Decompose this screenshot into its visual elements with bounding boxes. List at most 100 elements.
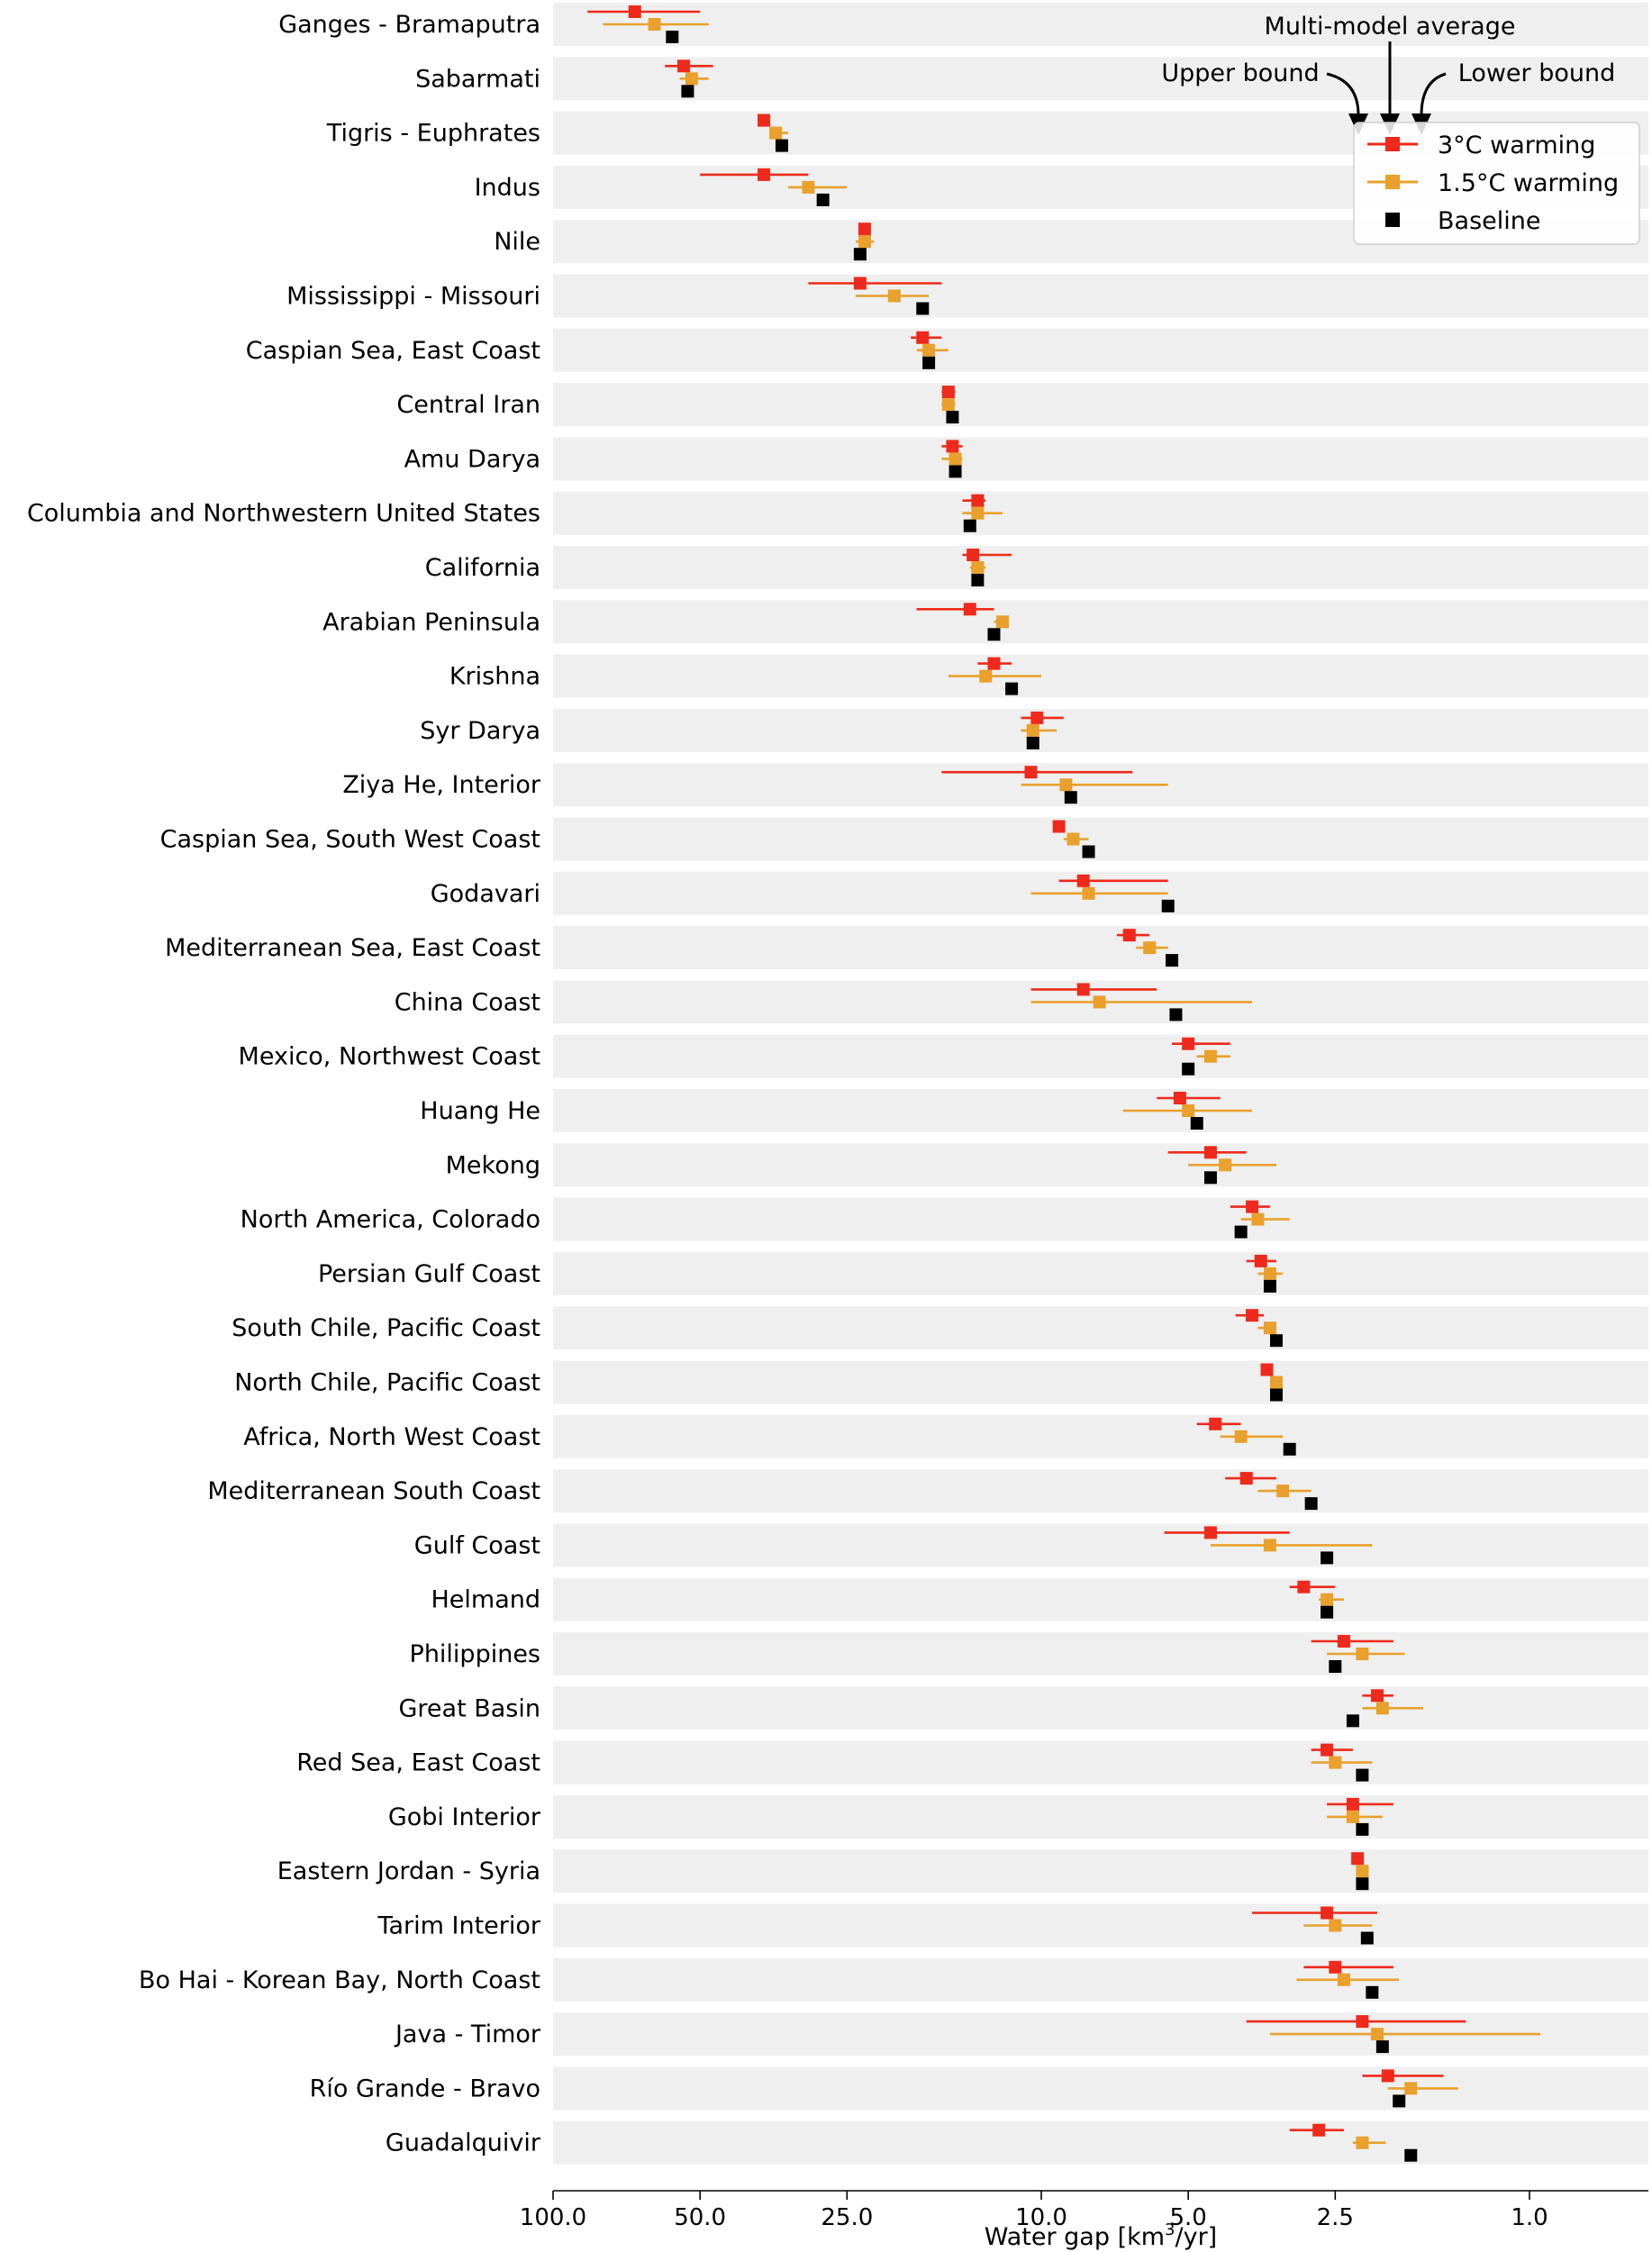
point-15c: [769, 126, 783, 140]
region-label: North Chile, Pacific Coast: [234, 1369, 540, 1397]
point-3c: [1260, 1363, 1274, 1376]
arrow-shaft-lower: [1420, 72, 1447, 116]
row-band: [553, 546, 1648, 589]
point-3c: [677, 59, 691, 73]
x-tick-label: 1.0: [1511, 2204, 1548, 2231]
region-label: China Coast: [395, 988, 540, 1016]
row-band: [553, 1686, 1648, 1730]
point-baseline: [1005, 682, 1019, 695]
region-label: Philippines: [410, 1640, 540, 1668]
point-baseline: [922, 356, 936, 369]
region-label: Arabian Peninsula: [322, 608, 540, 636]
region-label: Guadalquivir: [386, 2129, 541, 2157]
row-band: [553, 708, 1648, 752]
legend: 3°C warming 1.5°C warming Baseline: [1353, 122, 1640, 245]
point-15c: [1059, 778, 1073, 792]
point-3c: [1312, 2123, 1326, 2137]
region-label: Eastern Jordan - Syria: [277, 1857, 540, 1885]
region-label: Java - Timor: [394, 2020, 541, 2048]
point-15c: [1337, 1973, 1350, 1986]
arrow-shaft-upper: [1326, 72, 1360, 116]
point-15c: [1219, 1158, 1232, 1172]
row-band: [553, 383, 1648, 427]
point-baseline: [971, 574, 985, 586]
point-baseline: [1269, 1388, 1283, 1402]
point-baseline: [1166, 954, 1179, 967]
region-label: Mexico, Northwest Coast: [239, 1043, 540, 1071]
row-band: [553, 1577, 1648, 1621]
region-label: Río Grande - Bravo: [310, 2075, 540, 2102]
point-15c: [971, 506, 985, 520]
point-3c: [858, 222, 871, 236]
legend-box: [1353, 122, 1640, 245]
row-band: [553, 1414, 1648, 1458]
point-15c: [1263, 1539, 1276, 1552]
region-labels: Ganges - Bramaputra Sabarmati Tigris - Eup…: [27, 11, 541, 2157]
point-15c: [1356, 2136, 1369, 2149]
region-label: Bo Hai - Korean Bay, North Coast: [139, 1966, 540, 1994]
point-15c: [1263, 1267, 1276, 1280]
legend-label-baseline: Baseline: [1438, 207, 1540, 235]
point-15c: [1067, 832, 1080, 846]
point-15c: [1356, 1648, 1369, 1660]
region-label: Krishna: [449, 663, 540, 691]
point-baseline: [1329, 1660, 1342, 1673]
region-label: Helmand: [431, 1586, 540, 1614]
region-label: Tigris - Euphrates: [326, 120, 540, 148]
region-label: Gulf Coast: [414, 1531, 540, 1559]
point-15c: [1263, 1321, 1276, 1335]
point-baseline: [1161, 899, 1175, 913]
x-tick-label: 50.0: [674, 2204, 726, 2231]
point-15c: [1234, 1430, 1248, 1443]
row-band: [553, 1469, 1648, 1513]
row-band: [553, 1740, 1648, 1784]
annotation-lower-bound: Lower bound: [1458, 59, 1616, 87]
point-baseline: [1346, 1714, 1359, 1728]
region-label: Columbia and Northwestern United States: [27, 500, 540, 528]
point-3c: [1122, 929, 1136, 942]
point-baseline: [816, 193, 830, 206]
point-3c: [967, 549, 980, 561]
region-label: Mediterranean South Coast: [207, 1477, 540, 1505]
point-3c: [1351, 1852, 1365, 1866]
region-label: Mississippi - Missouri: [286, 283, 540, 311]
point-15c: [979, 669, 993, 683]
x-tick-label: 25.0: [821, 2204, 873, 2231]
x-ticks: 100.0 50.0 25.0 10.0 5.0 2.5 1.0: [520, 2191, 1548, 2231]
point-baseline: [1182, 1062, 1195, 1076]
point-15c: [1371, 2028, 1384, 2041]
legend-marker-15c: [1385, 175, 1400, 189]
point-3c: [1254, 1254, 1267, 1267]
point-3c: [1203, 1526, 1217, 1539]
point-3c: [987, 657, 1001, 670]
region-label: North America, Colorado: [241, 1206, 540, 1234]
region-label: Huang He: [420, 1097, 540, 1125]
row-band: [553, 1143, 1648, 1187]
point-3c: [971, 494, 985, 507]
x-tick-label: 2.5: [1317, 2204, 1354, 2231]
point-baseline: [1169, 1008, 1183, 1022]
point-baseline: [1360, 1931, 1374, 1945]
point-15c: [1251, 1212, 1265, 1226]
point-baseline: [853, 248, 867, 261]
point-15c: [1356, 1865, 1369, 1878]
row-band: [553, 600, 1648, 644]
point-15c: [1329, 1756, 1342, 1769]
point-15c: [971, 561, 985, 574]
point-baseline: [1190, 1117, 1203, 1130]
point-3c: [1297, 1580, 1311, 1594]
point-15c: [1082, 886, 1095, 900]
point-baseline: [1203, 1171, 1217, 1185]
region-label: Caspian Sea, South West Coast: [160, 826, 540, 854]
point-15c: [1143, 941, 1157, 955]
region-label: Indus: [475, 174, 540, 202]
point-3c: [1182, 1037, 1195, 1050]
point-baseline: [916, 302, 930, 315]
region-label: Ganges - Bramaputra: [278, 11, 540, 39]
point-3c: [1052, 820, 1066, 833]
point-baseline: [1321, 1551, 1334, 1565]
row-band: [553, 2120, 1648, 2165]
point-3c: [941, 386, 955, 399]
point-15c: [858, 235, 871, 249]
